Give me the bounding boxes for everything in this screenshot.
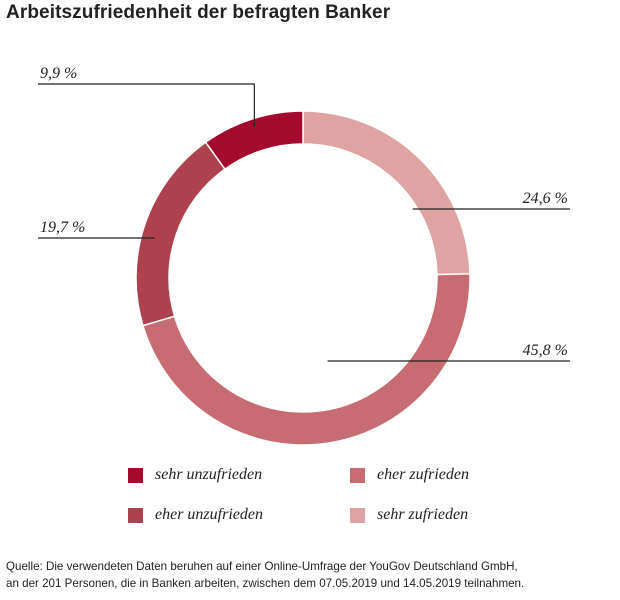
donut-slice-sehr-zufrieden [302, 110, 471, 276]
legend-label: eher zufrieden [377, 466, 469, 483]
data-label: 24,6 % [523, 190, 568, 207]
donut-slice-eher-zufrieden [141, 273, 471, 446]
legend-item-eher-unzufrieden: eher unzufrieden [128, 506, 263, 524]
leader-line [38, 83, 255, 127]
legend-swatch [350, 467, 365, 483]
leader-lines [38, 83, 570, 362]
legend-item-eher-zufrieden: eher zufrieden [350, 466, 469, 484]
data-label: 19,7 % [40, 219, 85, 236]
legend-item-sehr-unzufrieden: sehr unzufrieden [128, 466, 262, 484]
chart-title: Arbeitszufriedenheit der befragten Banke… [6, 2, 391, 23]
donut-slice-eher-unzufrieden [135, 141, 226, 327]
legend-swatch [128, 467, 143, 483]
source-note: Quelle: Die verwendeten Daten beruhen au… [6, 558, 618, 592]
legend-swatch [350, 507, 365, 523]
data-label: 45,8 % [523, 342, 568, 359]
legend: sehr unzufrieden eher zufrieden eher unz… [128, 466, 548, 536]
legend-swatch [128, 507, 143, 523]
source-line-1: Quelle: Die verwendeten Daten beruhen au… [6, 560, 518, 573]
donut-slice-sehr-unzufrieden [204, 110, 304, 171]
source-line-2: an der 201 Personen, die in Banken arbei… [6, 577, 525, 590]
legend-label: eher unzufrieden [155, 506, 263, 523]
donut-slices [135, 110, 471, 446]
legend-label: sehr zufrieden [377, 506, 469, 523]
legend-label: sehr unzufrieden [155, 466, 263, 483]
legend-item-sehr-zufrieden: sehr zufrieden [350, 506, 468, 524]
data-label: 9,9 % [40, 65, 77, 82]
data-labels: 24,6 % 45,8 % 19,7 % 9,9 % [40, 65, 568, 359]
